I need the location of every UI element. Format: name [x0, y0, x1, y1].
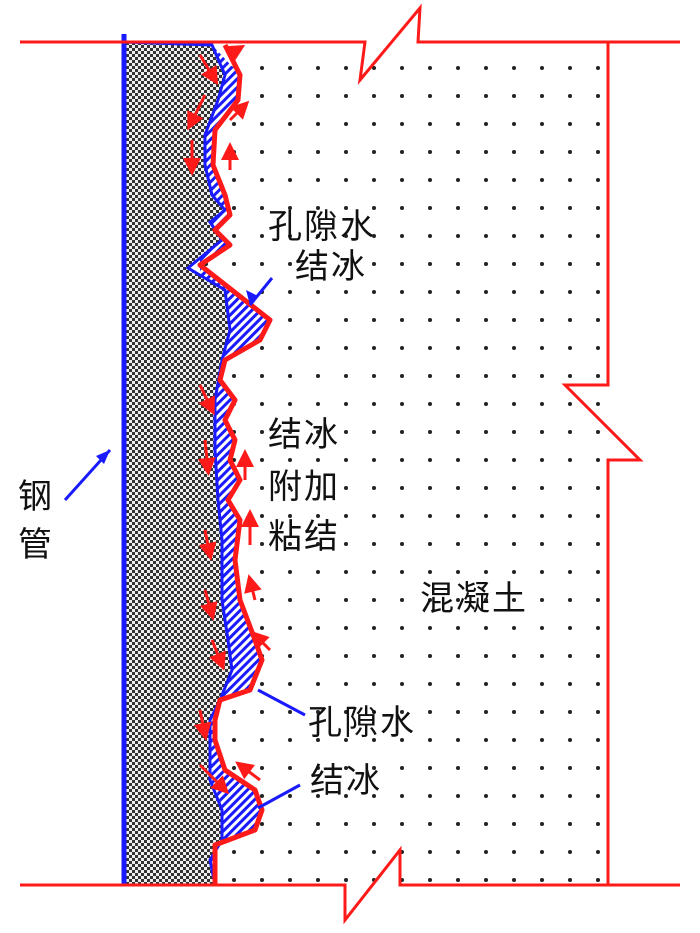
- arrow: [198, 384, 215, 416]
- arrow: [198, 763, 230, 795]
- label-pore-water-bottom: 孔隙水: [308, 703, 416, 743]
- arrow: [244, 574, 262, 601]
- label-concrete: 混凝土: [420, 579, 528, 619]
- steel-tube-region: [122, 40, 234, 887]
- arrow: [193, 709, 212, 741]
- label-freeze-top: 结冰: [295, 247, 367, 287]
- bottom-boundary: [20, 845, 680, 925]
- label-freeze: 结冰: [268, 415, 340, 455]
- arrow: [197, 439, 216, 476]
- leader-arrowhead: [96, 450, 110, 464]
- label-bond: 粘结: [268, 517, 340, 557]
- leader-line-freeze: [257, 783, 301, 810]
- label-steel-1: 钢: [18, 477, 54, 517]
- arrow: [198, 529, 217, 561]
- arrow: [200, 589, 218, 621]
- arrow: [225, 44, 246, 62]
- label-freeze-bottom: 结冰: [310, 761, 382, 801]
- right-boundary: [561, 42, 644, 885]
- bond-arrows: [183, 44, 272, 795]
- arrow: [250, 630, 272, 652]
- label-additional: 附加: [268, 467, 340, 507]
- arrow: [209, 639, 226, 671]
- label-pore-water-top: 孔隙水: [268, 207, 376, 247]
- top-boundary: [20, 3, 680, 85]
- leader-arrowhead: [246, 290, 258, 305]
- arrow: [235, 761, 261, 782]
- arrow: [198, 54, 219, 86]
- arrow: [228, 100, 250, 122]
- interface-boundary: [197, 43, 273, 885]
- leader-line-pore-water: [257, 688, 306, 717]
- arrow: [187, 94, 207, 131]
- label-steel-2: 管: [18, 525, 54, 565]
